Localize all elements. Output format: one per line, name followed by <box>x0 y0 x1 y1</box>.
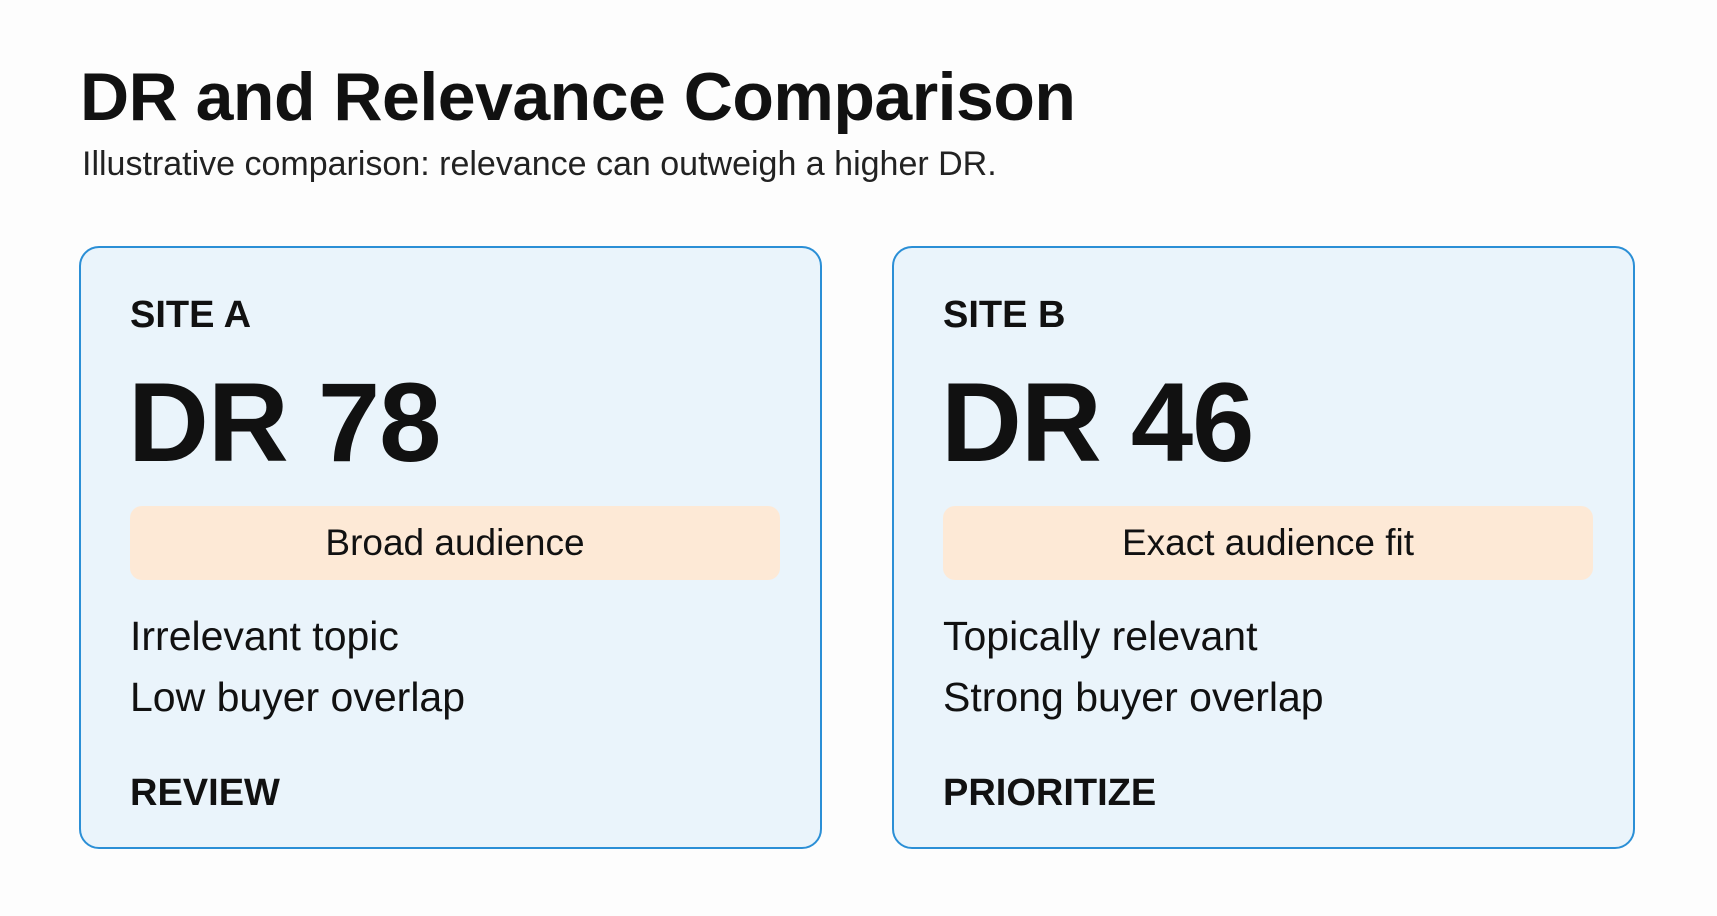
subtitle: Illustrative comparison: relevance can o… <box>82 145 997 183</box>
card: SITE A DR 78 Broad audience Irrelevant topi… <box>79 246 822 849</box>
dr-score: DR 78 <box>128 360 441 485</box>
title: DR and Relevance Comparison <box>80 59 1076 135</box>
audience-tag: Exact audience fit <box>943 506 1593 580</box>
point: Irrelevant topic <box>130 613 399 659</box>
dr-score: DR 46 <box>941 360 1254 485</box>
action: REVIEW <box>130 772 280 814</box>
site-label: SITE B <box>943 294 1066 336</box>
point: Topically relevant <box>943 613 1258 659</box>
audience-tag: Broad audience <box>130 506 780 580</box>
action: PRIORITIZE <box>943 772 1157 814</box>
card: SITE B DR 46 Exact audience fit Topically r… <box>892 246 1635 849</box>
point: Low buyer overlap <box>130 674 466 720</box>
point: Strong buyer overlap <box>943 674 1324 720</box>
site-label: SITE A <box>130 294 252 336</box>
